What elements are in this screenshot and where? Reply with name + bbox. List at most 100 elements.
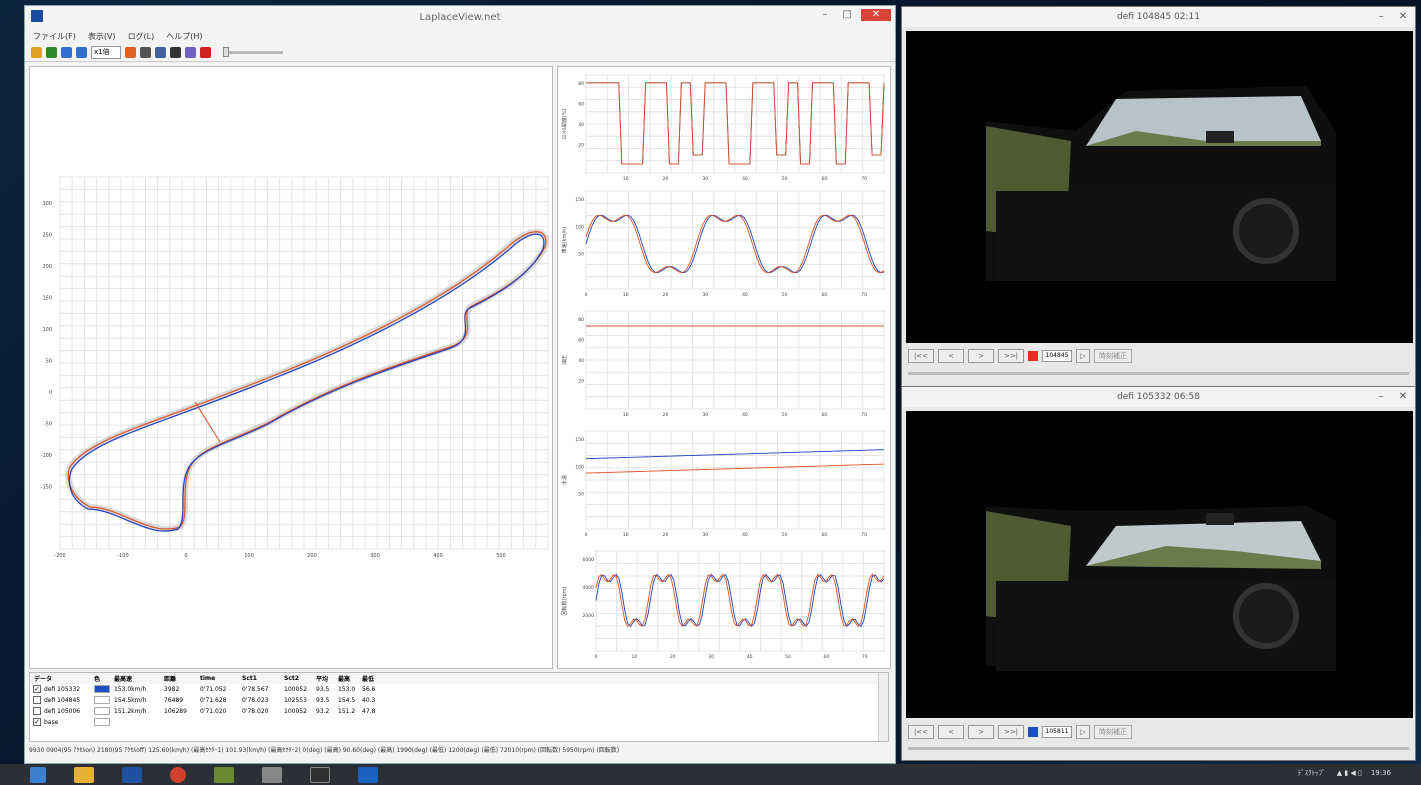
row-sct1: 0'78.023 bbox=[242, 697, 269, 704]
chart-x-tick: 60 bbox=[822, 292, 828, 298]
col-time: time bbox=[200, 675, 216, 682]
cut-icon[interactable] bbox=[140, 47, 151, 58]
chart-y-tick: 4000 bbox=[583, 585, 595, 591]
map-y-tick: 200 bbox=[42, 264, 52, 270]
tool-icon[interactable] bbox=[262, 766, 282, 783]
chart-x-tick: 20 bbox=[663, 292, 669, 298]
chart-x-tick: 10 bbox=[623, 412, 629, 418]
clock[interactable]: 19:36 bbox=[1370, 769, 1391, 777]
row-checkbox[interactable] bbox=[33, 706, 41, 715]
close-button[interactable]: ✕ bbox=[861, 9, 891, 21]
chart-x-tick: 60 bbox=[822, 532, 828, 538]
row-checkbox[interactable] bbox=[33, 695, 41, 704]
menu-file[interactable]: ファイル(F) bbox=[33, 31, 76, 41]
time-field[interactable]: 104845 bbox=[1042, 350, 1072, 362]
row-max: 151.2 bbox=[338, 708, 356, 715]
stop-icon[interactable] bbox=[76, 47, 87, 58]
series-red bbox=[595, 573, 885, 628]
desktop-label[interactable]: ﾃﾞｽｸﾄｯﾌﾟ bbox=[1297, 769, 1326, 777]
chart-y-tick: 40 bbox=[578, 358, 584, 364]
color-swatch[interactable] bbox=[94, 695, 110, 704]
time-sync-button[interactable]: 時刻補正 bbox=[1094, 725, 1132, 739]
dashcam-image bbox=[906, 31, 1413, 343]
table-row[interactable]: ✓ base bbox=[30, 717, 888, 728]
video-frame-bottom bbox=[906, 411, 1413, 718]
chart-icon[interactable] bbox=[125, 47, 136, 58]
row-max-speed: 154.5km/h bbox=[114, 697, 147, 704]
record-icon[interactable] bbox=[200, 47, 211, 58]
map-y-tick: 250 bbox=[42, 233, 52, 239]
table-row[interactable]: defi 104845 154.5km/h 76489 0'71.628 0'7… bbox=[30, 695, 888, 706]
menu-view[interactable]: 表示(V) bbox=[87, 31, 116, 41]
chart-y-tick: 150 bbox=[575, 437, 584, 443]
color-swatch[interactable] bbox=[94, 706, 110, 715]
row-name: defi 105006 bbox=[44, 707, 81, 715]
chart-y-tick: 6000 bbox=[583, 557, 595, 563]
row-distance: 106289 bbox=[164, 708, 187, 715]
tray-icons[interactable]: ▲ ▮ ◀ ▯ bbox=[1336, 769, 1362, 777]
color-swatch[interactable] bbox=[94, 684, 110, 693]
app-icon[interactable] bbox=[122, 766, 142, 783]
col-max-speed: 最高速 bbox=[114, 676, 133, 683]
table-row[interactable]: defi 105006 151.2km/h 106289 0'71.020 0'… bbox=[30, 706, 888, 717]
chart-x-tick: 50 bbox=[785, 654, 791, 660]
first-frame-button[interactable]: |<< bbox=[908, 349, 934, 363]
video-window-bottom: defi 105332 06:58 – ✕ |<< < > >>| 105811 … bbox=[901, 386, 1416, 761]
row-checkbox[interactable]: ✓ bbox=[33, 717, 41, 726]
table-scrollbar[interactable] bbox=[878, 673, 888, 741]
time-field[interactable]: 105811 bbox=[1042, 726, 1072, 738]
series-blue bbox=[585, 214, 885, 274]
graph-icon[interactable] bbox=[185, 47, 196, 58]
next-frame-button[interactable]: > bbox=[968, 725, 994, 739]
row-sct1: 0'78.567 bbox=[242, 686, 269, 693]
close-button[interactable]: ✕ bbox=[1398, 391, 1408, 402]
laplace-icon[interactable] bbox=[358, 766, 378, 783]
camera-icon[interactable] bbox=[170, 47, 181, 58]
last-frame-button[interactable]: >>| bbox=[998, 349, 1024, 363]
row-checkbox[interactable]: ✓ bbox=[33, 684, 41, 693]
time-sync-button[interactable]: 時刻補正 bbox=[1094, 349, 1132, 363]
maps-icon[interactable] bbox=[214, 766, 234, 783]
row-max: 153.0 bbox=[338, 686, 356, 693]
first-frame-button[interactable]: |<< bbox=[908, 725, 934, 739]
maximize-button[interactable]: □ bbox=[842, 9, 852, 20]
menu-help[interactable]: ヘルプ(H) bbox=[166, 31, 203, 41]
chart-y-tick: 60 bbox=[578, 102, 584, 108]
explorer-icon[interactable] bbox=[74, 766, 94, 783]
minimize-button[interactable]: – bbox=[822, 9, 828, 20]
chart-x-tick: 10 bbox=[623, 292, 629, 298]
row-distance: 3982 bbox=[164, 686, 180, 693]
row-color-cell bbox=[94, 684, 114, 695]
prev-frame-button[interactable]: < bbox=[938, 349, 964, 363]
next-frame-button[interactable]: > bbox=[968, 349, 994, 363]
open-icon[interactable] bbox=[31, 47, 42, 58]
pause-icon[interactable] bbox=[61, 47, 72, 58]
chart-x-tick: 0 bbox=[585, 292, 588, 298]
play-icon[interactable] bbox=[46, 47, 57, 58]
video-seek-slider-top[interactable] bbox=[908, 372, 1409, 375]
telemetry-charts[interactable]: ｽﾛｯﾄﾙ開度(%) 80 60 40 20 10 20 30 40 50 60 70 車速(km/h)… bbox=[558, 67, 890, 668]
close-button[interactable]: ✕ bbox=[1398, 11, 1408, 22]
video-seek-slider-bottom[interactable] bbox=[908, 747, 1409, 750]
sync-arrow-icon[interactable]: ▷ bbox=[1076, 725, 1090, 739]
sync-arrow-icon[interactable]: ▷ bbox=[1076, 349, 1090, 363]
speed-select[interactable]: x1倍 bbox=[91, 46, 121, 59]
media-icon[interactable] bbox=[310, 766, 330, 783]
chart-x-tick: 70 bbox=[861, 532, 867, 538]
title-bar: LaplaceView.net – □ ✕ bbox=[25, 6, 895, 28]
playback-slider[interactable] bbox=[223, 47, 283, 57]
menu-log[interactable]: ログ(L) bbox=[127, 31, 155, 41]
minimize-button[interactable]: – bbox=[1378, 391, 1384, 402]
map-y-tick: 100 bbox=[42, 327, 52, 333]
table-row[interactable]: ✓ defi 105332 153.0km/h 3982 0'71.052 0'7… bbox=[30, 684, 888, 695]
last-frame-button[interactable]: >>| bbox=[998, 725, 1024, 739]
lap-color-indicator bbox=[1028, 351, 1038, 361]
prev-frame-button[interactable]: < bbox=[938, 725, 964, 739]
chrome-icon[interactable] bbox=[170, 766, 186, 783]
minimize-button[interactable]: – bbox=[1378, 11, 1384, 22]
start-icon[interactable] bbox=[30, 766, 46, 783]
chart-y-tick: 80 bbox=[578, 81, 584, 87]
grid-icon[interactable] bbox=[155, 47, 166, 58]
color-swatch[interactable] bbox=[94, 717, 110, 726]
